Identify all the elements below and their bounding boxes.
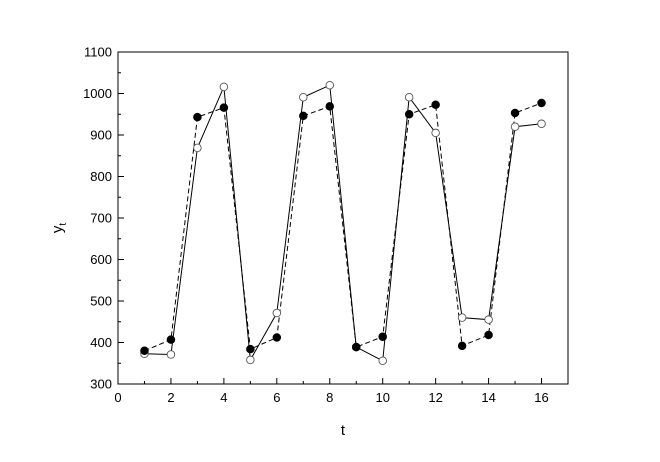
- x-tick-label: 0: [114, 390, 121, 405]
- series-0-point: [325, 80, 335, 90]
- series-0-point: [510, 122, 520, 131]
- x-tick-label: 4: [220, 390, 227, 405]
- series-line-0: [144, 84, 542, 362]
- y-axis-label: y: [49, 225, 66, 233]
- series-1-point: [484, 330, 493, 340]
- series-1-point: [325, 102, 335, 111]
- x-tick-label: 8: [326, 390, 333, 405]
- y-tick-label: 900: [90, 128, 112, 143]
- series-1-point: [351, 342, 361, 352]
- series-0-point: [299, 92, 308, 102]
- y-tick-label: 1100: [84, 45, 112, 60]
- series-1-point: [378, 332, 387, 341]
- series-1-point: [166, 335, 176, 344]
- series-1-point: [457, 341, 467, 351]
- x-tick-label: 10: [375, 390, 389, 405]
- x-axis-label: t: [341, 422, 346, 439]
- x-tick-label: 12: [428, 390, 442, 405]
- axis-ticks: 0 2 4 6 8 10 12 14 16 300 400 500 600 700 800 900 1000 11…: [83, 45, 549, 406]
- series-0-point: [166, 350, 176, 359]
- series-1-point: [431, 100, 440, 109]
- y-tick-label: 700: [90, 211, 112, 226]
- series-1-point: [219, 103, 229, 112]
- y-axis-label-group: yt: [49, 223, 69, 234]
- y-tick-label: 300: [90, 377, 112, 392]
- series-1-point: [193, 112, 202, 122]
- series-0-point: [404, 92, 414, 102]
- series-0-point: [378, 356, 387, 366]
- y-tick-label: 500: [90, 294, 112, 309]
- series-line-1: [144, 102, 542, 352]
- x-tick-label: 14: [481, 390, 495, 405]
- series-0-point: [272, 308, 282, 318]
- series-1-point: [272, 333, 282, 342]
- series-0-point: [193, 143, 202, 153]
- y-axis-label-subscript: t: [58, 223, 69, 226]
- x-tick-label: 6: [273, 390, 280, 405]
- series-1-point: [140, 346, 149, 356]
- series-1-point: [299, 111, 308, 121]
- y-tick-label: 1000: [83, 86, 112, 101]
- series-0-point: [484, 315, 493, 324]
- series-0-point: [457, 313, 467, 322]
- series-0-point: [246, 355, 255, 365]
- series-0-point: [219, 82, 229, 92]
- svg-text:yt: yt: [49, 223, 69, 234]
- y-tick-label: 800: [90, 169, 112, 184]
- series-layer: [140, 80, 546, 366]
- series-0-point: [537, 119, 546, 129]
- series-1-point: [510, 108, 520, 118]
- series-1-point: [537, 98, 546, 108]
- y-tick-label: 600: [90, 252, 112, 267]
- series-1-point: [246, 344, 255, 354]
- x-tick-label: 16: [534, 390, 548, 405]
- series-0-point: [431, 128, 440, 138]
- series-1-point: [404, 109, 414, 119]
- x-tick-label: 2: [167, 390, 174, 405]
- y-tick-label: 400: [90, 335, 112, 350]
